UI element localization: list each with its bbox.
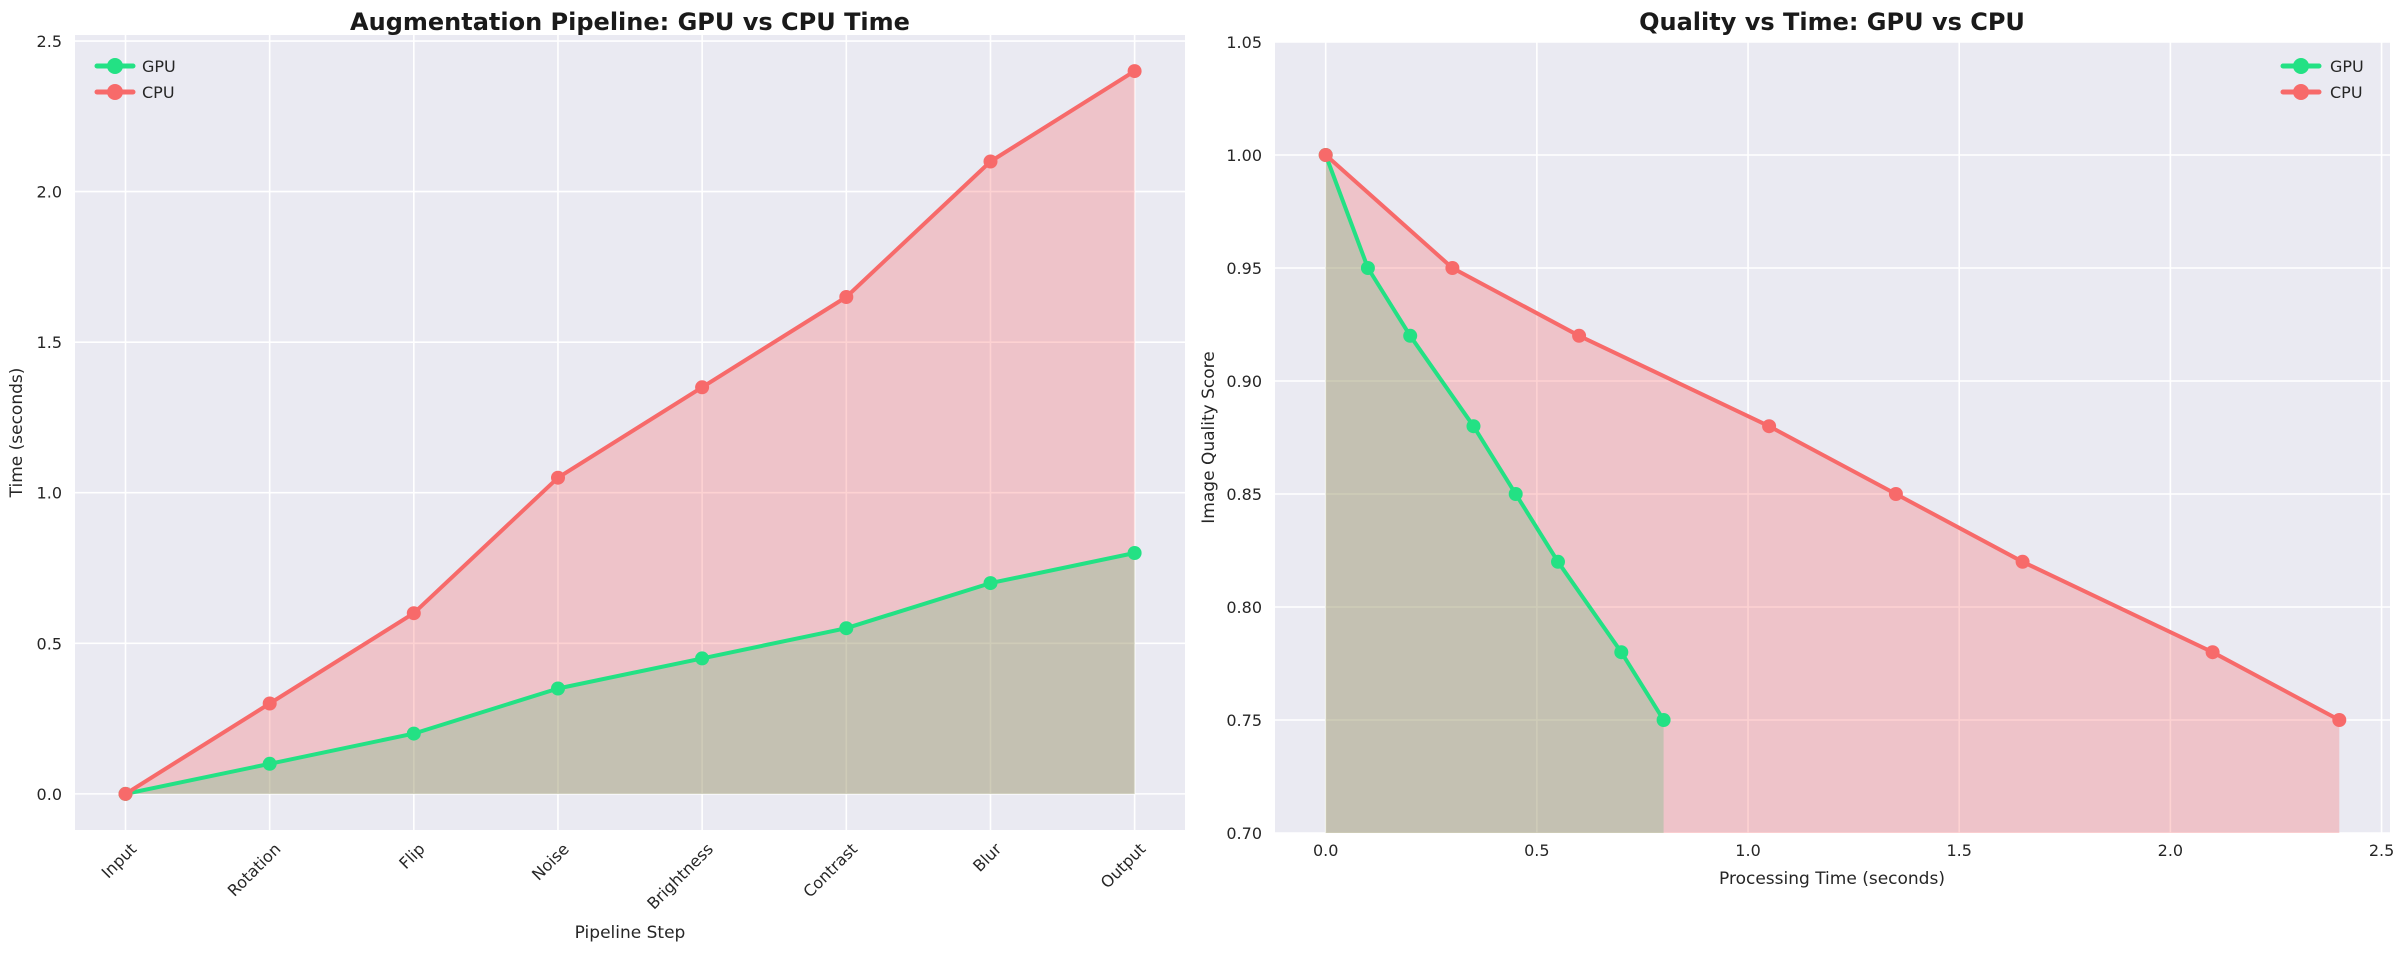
legend-label-cpu: CPU: [2330, 83, 2363, 102]
gpu-line: [123, 551, 1137, 796]
right-y-tick-label: 0.95: [1226, 259, 1262, 278]
right-y-tick-label: 0.75: [1226, 711, 1262, 730]
cpu-marker: [695, 380, 710, 395]
right-y-tick-label: 0.80: [1226, 598, 1262, 617]
right-chart-xlabel: Processing Time (seconds): [1719, 869, 1945, 889]
left-chart-title: Augmentation Pipeline: GPU vs CPU Time: [350, 8, 910, 36]
gpu-marker: [839, 621, 854, 636]
right-y-tick-label: 0.70: [1226, 824, 1262, 843]
gpu-marker: [695, 651, 710, 666]
cpu-marker: [262, 696, 277, 711]
left-chart-plot-area: 0.0 0.5 1.0 1.5 2.0 2.5 Input Rotation Flip Noise…: [37, 32, 1185, 913]
left-chart-xlabel: Pipeline Step: [575, 923, 686, 943]
legend-label-cpu: CPU: [142, 83, 175, 102]
left-y-tick-label: 2.0: [37, 183, 62, 202]
right-chart-title: Quality vs Time: GPU vs CPU: [1639, 8, 2025, 36]
gpu-marker: [1551, 554, 1565, 569]
left-y-tick-label: 0.5: [37, 634, 62, 653]
left-x-tick-label: Flip: [395, 839, 428, 872]
cpu-marker: [1762, 419, 1777, 434]
right-y-tick-label: 1.00: [1226, 146, 1262, 165]
left-x-tick-label: Input: [98, 839, 141, 882]
gpu-marker: [983, 576, 998, 591]
gpu-marker: [1508, 487, 1523, 501]
left-y-tick-label: 1.0: [37, 484, 62, 503]
gpu-marker: [1656, 713, 1671, 727]
cpu-marker: [839, 290, 854, 304]
cpu-line: [1323, 153, 2342, 722]
gpu-fill-area: [1325, 155, 1664, 833]
legend-marker-cpu: [107, 84, 123, 100]
right-x-tick-label: 2.0: [2158, 841, 2183, 860]
left-x-tick-label: Noise: [528, 839, 573, 884]
gpu-line: [1323, 153, 1666, 722]
left-x-tick-label: Contrast: [799, 839, 861, 901]
cpu-marker: [2332, 713, 2347, 727]
cpu-marker: [2205, 645, 2220, 660]
left-y-tick-label: 2.5: [37, 32, 62, 51]
left-x-tick-label: Brightness: [643, 839, 717, 913]
right-chart-ylabel: Image Quality Score: [1199, 351, 1219, 523]
right-x-tick-label: 0.5: [1524, 841, 1549, 860]
left-x-tick-label: Blur: [969, 839, 1005, 875]
left-x-tick-label: Output: [1097, 839, 1150, 892]
right-y-tick-label: 0.90: [1226, 372, 1262, 391]
cpu-marker: [1445, 261, 1460, 275]
right-chart-plot-area: 0.70 0.75 0.80 0.85 0.90 0.95 1.00 1.05 0.0 0.5 1.…: [1226, 33, 2394, 860]
right-x-tick-label: 1.5: [1946, 841, 1971, 860]
right-x-tick-label: 2.5: [2369, 841, 2394, 860]
right-plot-background: [1275, 42, 2390, 833]
cpu-marker: [1318, 148, 1333, 162]
cpu-fill-area: [1325, 155, 2340, 833]
legend-label-gpu: GPU: [142, 57, 176, 76]
cpu-marker: [983, 154, 998, 169]
cpu-marker: [2015, 554, 2030, 569]
cpu-marker: [1127, 64, 1142, 79]
cpu-marker: [1572, 328, 1587, 343]
gpu-marker: [1360, 261, 1375, 275]
right-x-tick-label: 0.0: [1313, 841, 1338, 860]
legend-label-gpu: GPU: [2330, 57, 2364, 76]
left-x-tick-label: Rotation: [224, 839, 285, 900]
right-x-tick-label: 1.0: [1735, 841, 1760, 860]
gpu-marker: [262, 756, 277, 771]
left-y-tick-label: 1.5: [37, 333, 62, 352]
right-y-tick-label: 0.85: [1226, 485, 1262, 504]
cpu-marker: [551, 470, 565, 485]
gpu-marker: [1403, 328, 1418, 343]
cpu-line: [123, 69, 1137, 796]
legend-marker-gpu: [2293, 58, 2309, 74]
gpu-marker: [551, 681, 565, 696]
left-y-tick-label: 0.0: [37, 785, 62, 804]
left-chart-ylabel: Time (seconds): [7, 368, 27, 499]
cpu-marker: [1888, 487, 1903, 501]
legend-marker-cpu: [2293, 84, 2309, 100]
right-y-tick-label: 1.05: [1226, 33, 1262, 52]
cpu-marker: [406, 606, 421, 621]
cpu-marker: [118, 786, 133, 801]
gpu-marker: [1466, 419, 1481, 434]
legend-marker-gpu: [107, 58, 123, 74]
gpu-marker: [1614, 645, 1629, 660]
gpu-marker: [1127, 546, 1142, 560]
gpu-marker: [406, 726, 421, 741]
